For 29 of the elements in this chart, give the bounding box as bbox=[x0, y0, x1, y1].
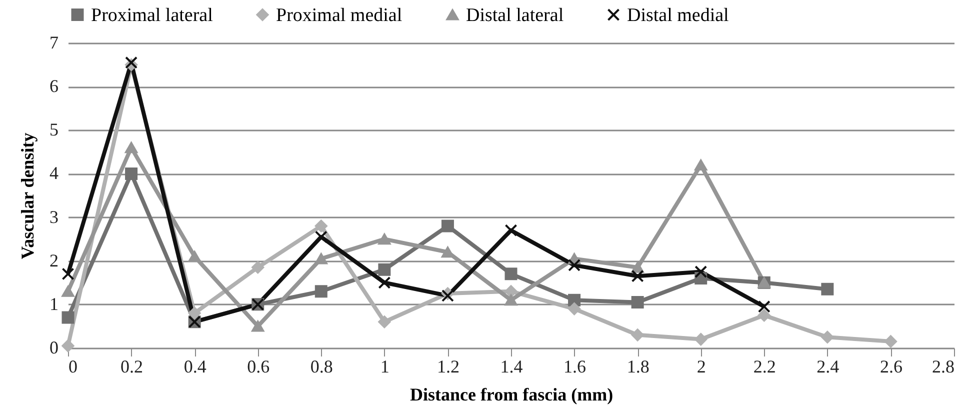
x-tick-label: 2.6 bbox=[880, 356, 902, 376]
x-tick-label: 0.4 bbox=[184, 356, 206, 376]
x-tick-label: 1 bbox=[380, 356, 390, 376]
x-tick-label: 1.4 bbox=[500, 356, 523, 376]
y-tick-label: 3 bbox=[50, 206, 58, 227]
legend-label: Distal lateral bbox=[466, 4, 564, 26]
x-tick-label: 0.6 bbox=[247, 356, 270, 376]
y-tick-label: 0 bbox=[50, 338, 58, 358]
x-tick-label: 0.2 bbox=[120, 356, 144, 376]
x-tick-label: 2.2 bbox=[753, 356, 776, 376]
y-axis-title: Vascular density bbox=[18, 132, 38, 260]
legend-label: Proximal lateral bbox=[91, 4, 213, 26]
y-tick-label: 5 bbox=[50, 120, 58, 140]
y-tick-label: 7 bbox=[50, 32, 58, 52]
y-tick-label: 6 bbox=[50, 76, 58, 96]
x-tick-label: 1.6 bbox=[564, 356, 586, 376]
y-tick-label: 1 bbox=[50, 294, 58, 314]
x-tick-label: 1.2 bbox=[436, 356, 460, 376]
x-tick-label: 2 bbox=[696, 356, 706, 376]
legend-label: Distal medial bbox=[627, 4, 729, 26]
x-tick-label: 2.8 bbox=[932, 356, 954, 376]
x-tick-label: 0 bbox=[68, 356, 78, 376]
y-tick-label: 4 bbox=[50, 163, 58, 184]
x-tick-label: 2.4 bbox=[816, 356, 840, 376]
x-tick-label: 0.8 bbox=[310, 356, 333, 376]
legend-label: Proximal medial bbox=[276, 4, 402, 26]
y-tick-label: 2 bbox=[50, 250, 58, 270]
x-axis-title: Distance from fascia (mm) bbox=[410, 384, 614, 404]
x-tick-label: 1.8 bbox=[626, 356, 650, 376]
